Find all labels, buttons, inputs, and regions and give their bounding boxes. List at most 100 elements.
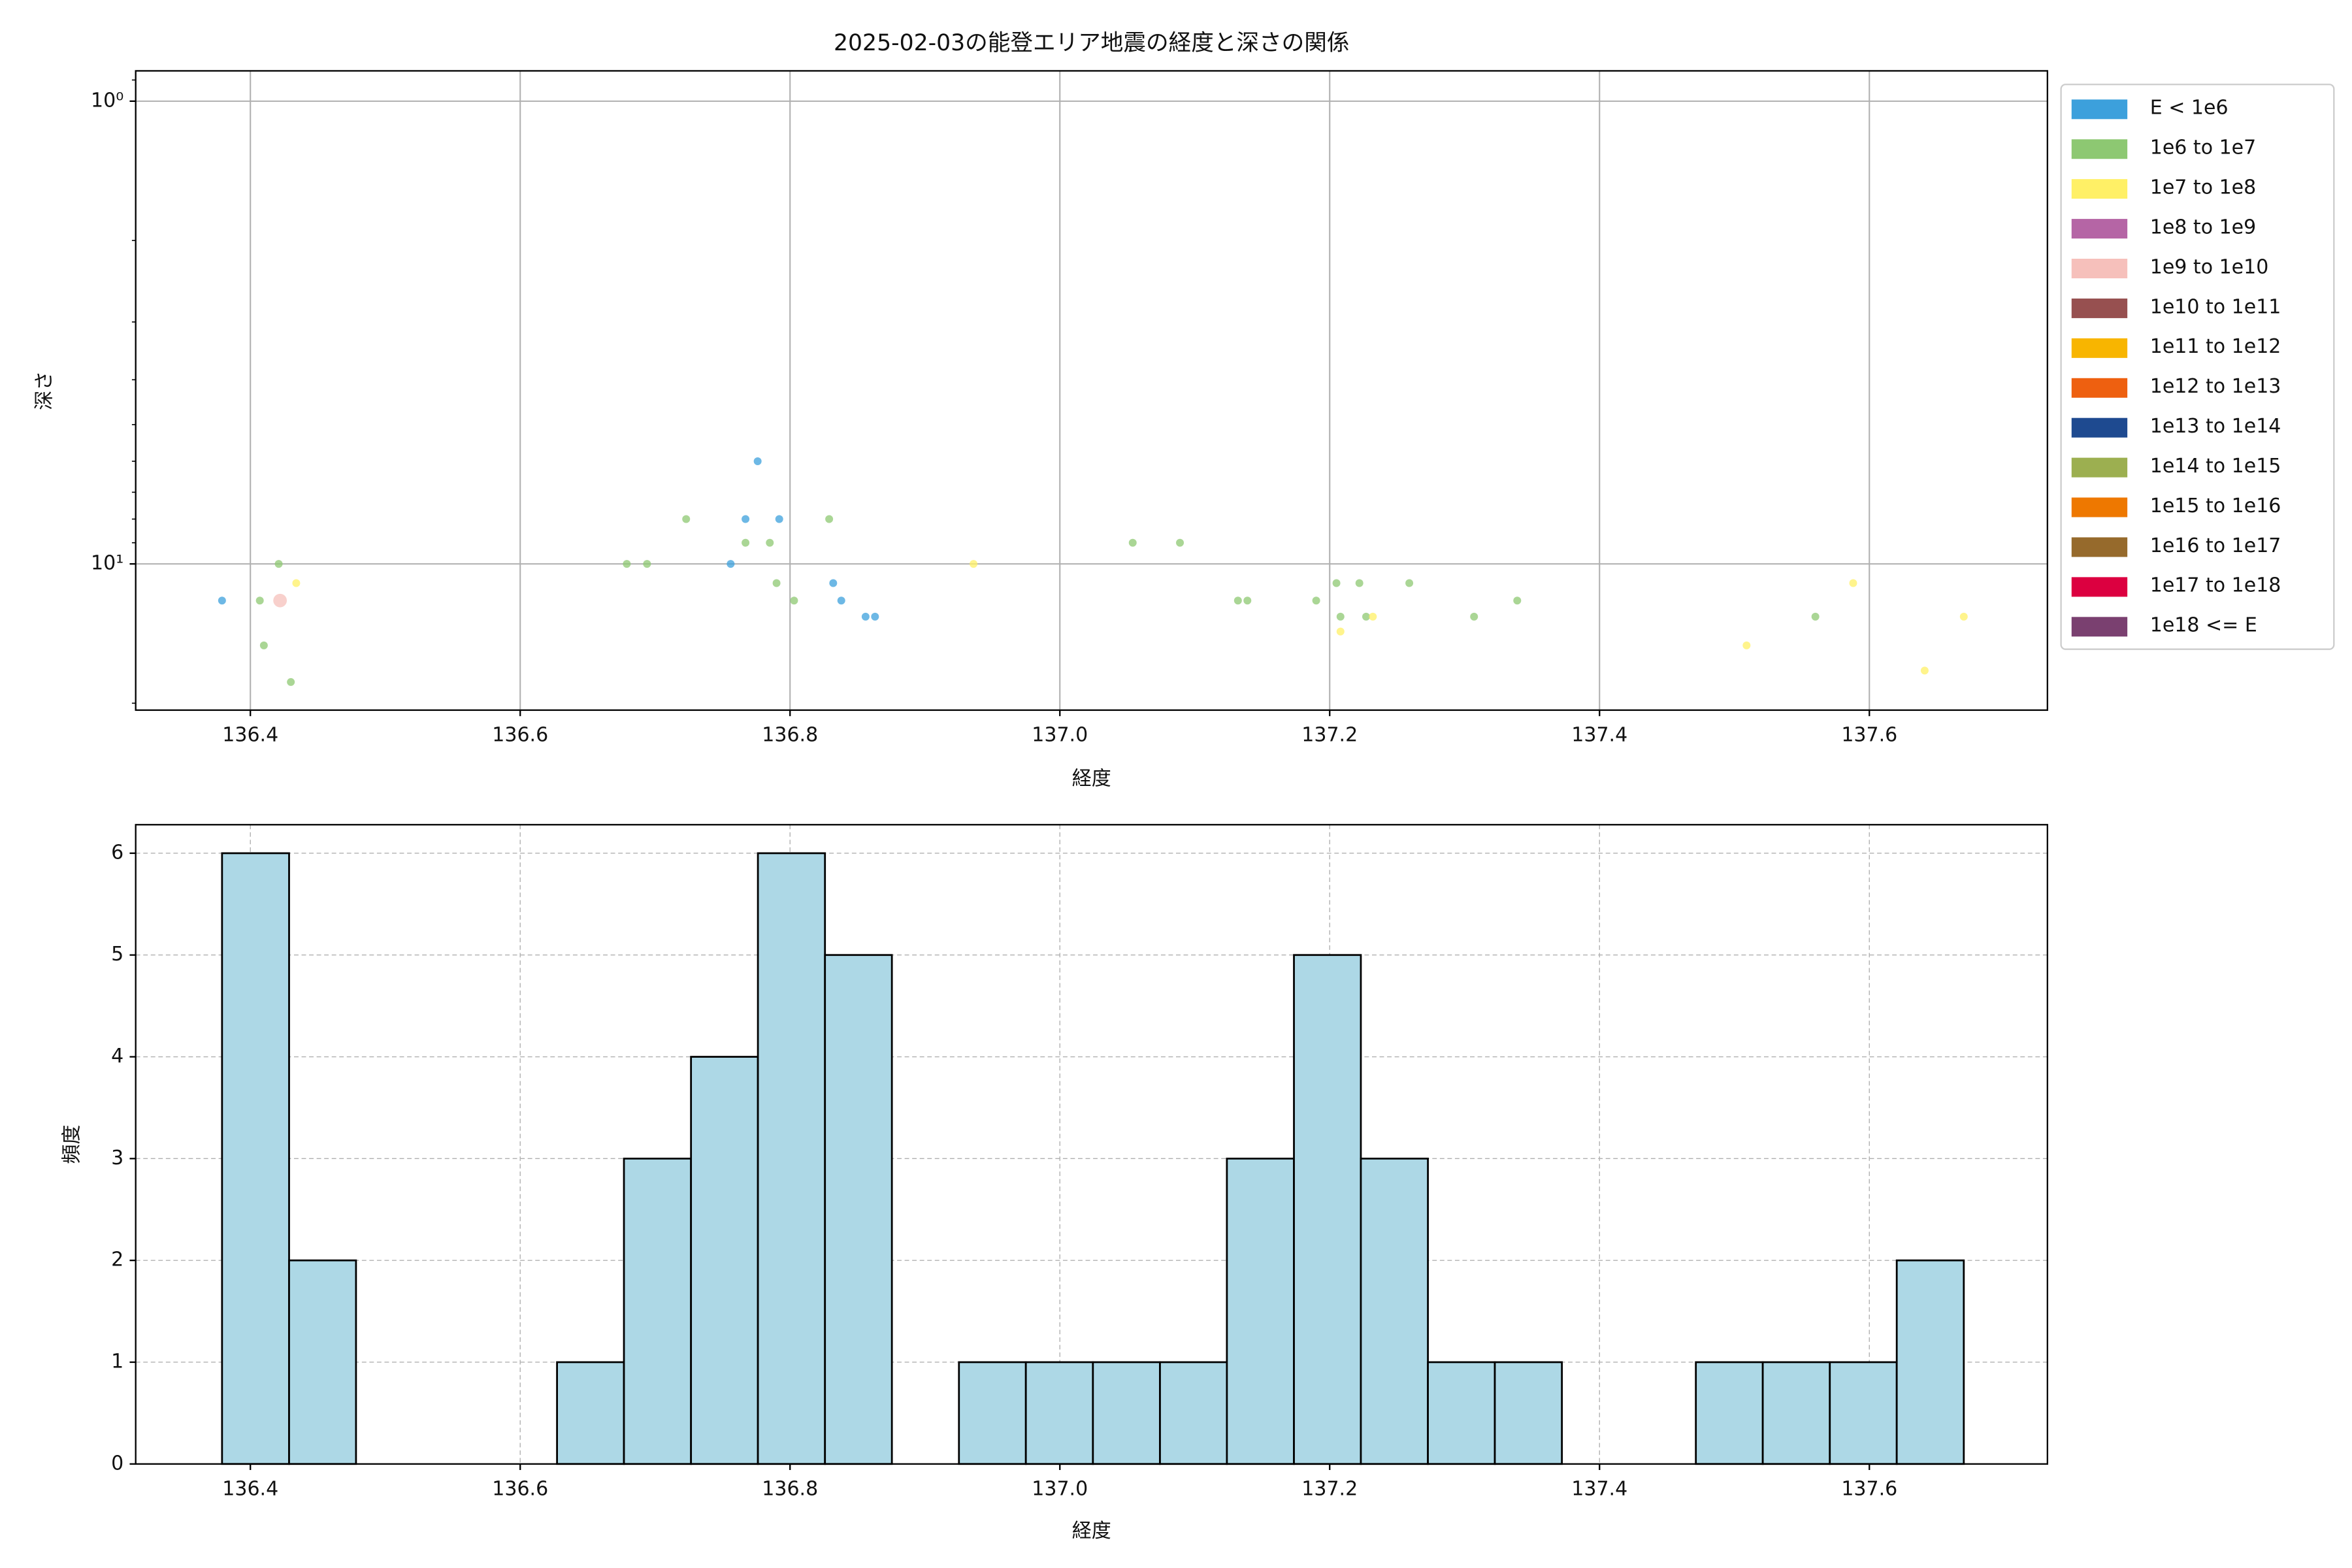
legend-label: 1e8 to 1e9 bbox=[2150, 216, 2256, 238]
x-tick-label: 137.6 bbox=[1841, 1478, 1897, 1501]
point bbox=[643, 560, 651, 568]
legend-label: 1e17 to 1e18 bbox=[2150, 574, 2281, 597]
legend-label: 1e14 to 1e15 bbox=[2150, 455, 2281, 478]
legend-swatch bbox=[2071, 417, 2128, 438]
point bbox=[766, 538, 774, 547]
y-tick-label: 5 bbox=[111, 943, 123, 966]
point bbox=[218, 596, 226, 605]
point bbox=[1336, 612, 1345, 621]
bar bbox=[824, 954, 893, 1465]
point bbox=[287, 678, 295, 686]
bar bbox=[1159, 1361, 1228, 1465]
y-tick-label: 4 bbox=[111, 1045, 123, 1068]
x-tick-label: 137.6 bbox=[1841, 724, 1897, 747]
x-tick-label: 136.4 bbox=[222, 724, 278, 747]
point bbox=[970, 560, 978, 568]
y-tick-label: 6 bbox=[111, 841, 123, 864]
point bbox=[292, 579, 301, 587]
y-tick-label: 0 bbox=[111, 1452, 123, 1475]
legend-box bbox=[2060, 84, 2335, 650]
bar bbox=[288, 1259, 357, 1465]
bar bbox=[757, 852, 826, 1465]
legend-swatch bbox=[2071, 617, 2128, 637]
point bbox=[727, 560, 735, 568]
legend-swatch bbox=[2071, 537, 2128, 557]
point bbox=[871, 612, 879, 621]
y-axis-label: 深さ bbox=[33, 371, 56, 410]
point bbox=[259, 641, 268, 649]
bar bbox=[1092, 1361, 1161, 1465]
bar bbox=[221, 852, 290, 1465]
y-tick-label: 2 bbox=[111, 1249, 123, 1271]
legend-swatch bbox=[2071, 99, 2128, 120]
legend-label: 1e6 to 1e7 bbox=[2150, 137, 2256, 159]
legend-swatch bbox=[2071, 219, 2128, 239]
bar bbox=[1293, 954, 1362, 1465]
point bbox=[1176, 538, 1184, 547]
bar bbox=[1494, 1361, 1563, 1465]
y-tick-label: 3 bbox=[111, 1147, 123, 1169]
bar bbox=[623, 1157, 693, 1465]
legend-label: 1e12 to 1e13 bbox=[2150, 375, 2281, 398]
bar bbox=[1695, 1361, 1764, 1465]
legend-swatch bbox=[2071, 298, 2128, 318]
legend-label: 1e16 to 1e17 bbox=[2150, 534, 2281, 557]
point bbox=[861, 612, 870, 621]
point bbox=[1312, 596, 1320, 605]
point bbox=[1332, 579, 1341, 587]
x-tick-label: 137.0 bbox=[1032, 724, 1088, 747]
bar bbox=[1226, 1157, 1295, 1465]
point bbox=[772, 579, 781, 587]
x-tick-label: 136.8 bbox=[762, 724, 818, 747]
legend-label: 1e7 to 1e8 bbox=[2150, 176, 2256, 199]
point bbox=[1470, 612, 1478, 621]
point bbox=[1128, 538, 1137, 547]
bar bbox=[1024, 1361, 1094, 1465]
legend-swatch bbox=[2071, 378, 2128, 398]
x-tick-label: 137.4 bbox=[1571, 1478, 1627, 1501]
legend-label: 1e11 to 1e12 bbox=[2150, 335, 2281, 358]
x-tick-label: 137.2 bbox=[1301, 1478, 1358, 1501]
bar bbox=[556, 1361, 625, 1465]
legend-swatch bbox=[2071, 139, 2128, 159]
point bbox=[742, 538, 750, 547]
legend-label: 1e9 to 1e10 bbox=[2150, 255, 2269, 278]
point bbox=[255, 596, 264, 605]
plot-frame bbox=[135, 824, 2048, 1465]
x-tick-label: 136.6 bbox=[492, 1478, 548, 1501]
x-tick-label: 136.4 bbox=[222, 1478, 278, 1501]
point bbox=[742, 515, 750, 523]
point bbox=[1811, 612, 1820, 621]
x-tick-label: 136.6 bbox=[492, 724, 548, 747]
y-tick-label: 1 bbox=[111, 1350, 123, 1373]
legend-label: 1e10 to 1e11 bbox=[2150, 295, 2281, 318]
point bbox=[1369, 612, 1377, 621]
point bbox=[1355, 579, 1364, 587]
legend-label: E < 1e6 bbox=[2150, 97, 2229, 120]
point bbox=[837, 596, 845, 605]
point bbox=[1233, 596, 1242, 605]
point bbox=[775, 515, 783, 523]
point bbox=[1405, 579, 1414, 587]
point bbox=[273, 593, 287, 608]
bar bbox=[1895, 1259, 1965, 1465]
point bbox=[753, 457, 762, 465]
point bbox=[825, 515, 834, 523]
point bbox=[623, 560, 631, 568]
x-tick-label: 137.2 bbox=[1301, 724, 1358, 747]
point bbox=[790, 596, 798, 605]
point bbox=[1513, 596, 1522, 605]
legend-label: 1e13 to 1e14 bbox=[2150, 415, 2281, 438]
x-axis-label: 経度 bbox=[1072, 768, 1111, 791]
legend-swatch bbox=[2071, 179, 2128, 199]
plot-frame bbox=[135, 70, 2048, 711]
legend-label: 1e15 to 1e16 bbox=[2150, 495, 2281, 517]
legend-label: 1e18 <= E bbox=[2150, 614, 2257, 637]
legend-swatch bbox=[2071, 259, 2128, 278]
legend-swatch bbox=[2071, 497, 2128, 517]
bar bbox=[1829, 1361, 1898, 1465]
point bbox=[1742, 641, 1751, 649]
point bbox=[1336, 627, 1345, 636]
point bbox=[1243, 596, 1252, 605]
